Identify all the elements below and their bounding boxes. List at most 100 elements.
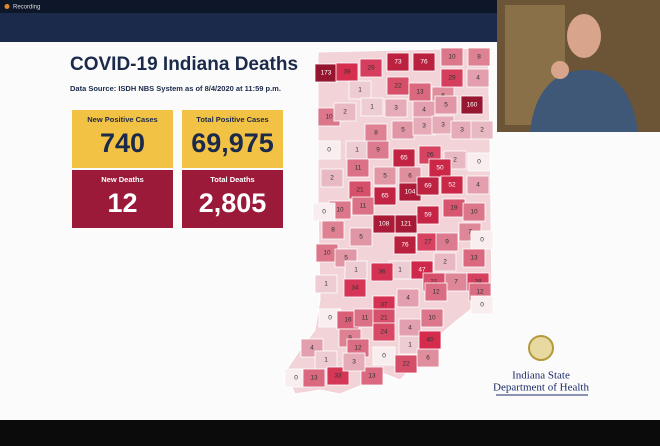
county-value: 47 [418,267,426,274]
person-hand [551,61,569,79]
stats: New Positive Cases 740 Total Positive Case… [72,110,283,228]
county-value: 7 [454,279,458,286]
county-value: 1 [354,267,358,274]
county-value: 5 [444,102,448,109]
data-source: Data Source: ISDH NBS System as of 8/4/2… [70,84,281,93]
county [416,205,440,225]
county [386,52,410,72]
county-value: 10 [336,207,344,214]
county-value: 3 [460,127,464,134]
county-value: 4 [406,295,410,302]
county-value: 40 [426,337,434,344]
county-value: 13 [310,375,318,382]
county [384,98,408,118]
county-value: 5 [383,173,387,180]
county [342,352,366,372]
bottom-bar [0,420,660,446]
county-value: 10 [448,54,456,61]
county [467,47,491,67]
county-value: 160 [467,102,478,109]
county-value: 5 [359,234,363,241]
county [396,288,420,308]
county-value: 8 [348,335,352,342]
stat-value: 12 [107,188,137,218]
county [333,102,357,122]
county-value: 11 [360,203,367,210]
stat-value: 740 [100,128,145,158]
county [360,366,384,386]
county [393,235,417,255]
county-value: 0 [322,209,326,216]
logo-line: Department of Health [493,382,589,394]
county-value: 21 [430,279,438,286]
county-value: 6 [426,355,430,362]
county-value: 34 [351,285,359,292]
top-bar [0,0,660,13]
county-value: 2 [480,127,484,134]
county-value: 108 [379,221,390,228]
county-value: 65 [381,193,389,200]
county-map: 1733929737610812213629410213451608533320… [284,47,494,388]
county-value: 4 [408,325,412,332]
county-value: 121 [401,221,412,228]
stat-value: 2,805 [199,188,267,218]
stat-box [182,170,283,228]
county-value: 24 [380,329,388,336]
county-value: 1 [358,87,362,94]
county-value: 13 [470,255,478,262]
stat-label: New Deaths [101,175,144,184]
county [348,80,372,100]
county-value: 11 [362,315,369,322]
stat-box [72,170,173,228]
county [434,95,458,115]
county [412,52,436,72]
county-value: 0 [477,159,481,166]
county [435,232,459,252]
stat-box [182,110,283,168]
county-value: 12 [354,345,362,352]
county-value: 29 [448,75,456,82]
webcam [497,0,660,132]
county-value: 12 [432,289,440,296]
county [466,68,490,88]
county-value: 1 [324,281,328,288]
county-value: 12 [476,289,484,296]
county-value: 33 [334,373,342,380]
county-value: 10 [470,209,478,216]
county-value: 173 [321,70,332,77]
county-value: 2 [443,259,447,266]
county-value: 1 [370,104,374,111]
county [460,95,484,115]
county [424,282,448,302]
county [373,186,397,206]
county-value: 29 [367,65,375,72]
county-value: 1 [324,357,328,364]
recording-label: Recording [13,5,40,11]
county [372,322,396,342]
county-value: 4 [310,345,314,352]
stat-value: 69,975 [191,128,274,158]
person-head [567,14,601,58]
county-value: 9 [376,147,380,154]
county-value: 3 [441,122,445,129]
county-value: 7 [468,229,472,236]
county-value: 8 [477,54,481,61]
county [321,220,345,240]
county [440,47,464,67]
county-value: 8 [374,130,378,137]
county-value: 104 [405,189,416,196]
county [433,252,457,272]
stat-label: New Positive Cases [87,115,157,124]
county-value: 10 [323,250,331,257]
county [466,175,490,195]
county-value: 13 [416,89,424,96]
county [394,354,418,374]
county [314,350,338,370]
county-value: 76 [420,59,428,66]
county [372,214,396,234]
county-value: 3 [394,105,398,112]
county-value: 0 [480,237,484,244]
county-value: 73 [394,59,402,66]
county-value: 13 [368,373,376,380]
county [366,140,390,160]
